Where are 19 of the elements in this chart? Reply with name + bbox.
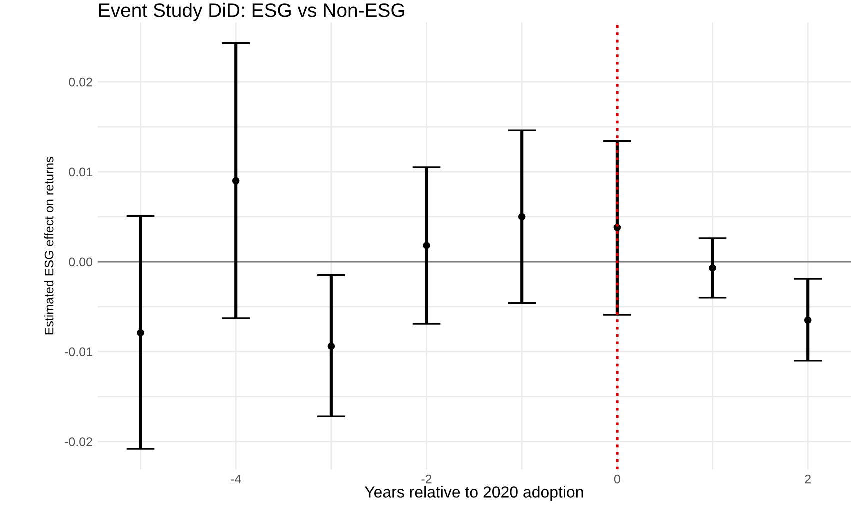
chart-title: Event Study DiD: ESG vs Non-ESG (99, 3, 404, 22)
point (423, 242, 430, 250)
point (518, 213, 526, 221)
point (328, 342, 336, 350)
x-tick-label: -4 (231, 474, 242, 484)
point (709, 264, 716, 272)
point (804, 316, 812, 324)
point (137, 329, 144, 337)
point (232, 177, 240, 185)
y-tick-label: 0.01 (69, 168, 92, 177)
y-tick-label: 0.00 (69, 258, 93, 267)
x-axis-title: Years relative to 2020 adoption (364, 486, 584, 502)
x-tick-label: 0 (614, 474, 620, 484)
y-tick-label: 0.02 (69, 78, 92, 87)
y-tick-label: -0.02 (65, 438, 92, 446)
x-tick-label: -2 (422, 474, 432, 484)
y-tick-label: -0.01 (65, 348, 92, 356)
y-axis-title: Estimated ESG effect on returns (44, 157, 54, 335)
x-tick-label: 2 (805, 474, 811, 484)
